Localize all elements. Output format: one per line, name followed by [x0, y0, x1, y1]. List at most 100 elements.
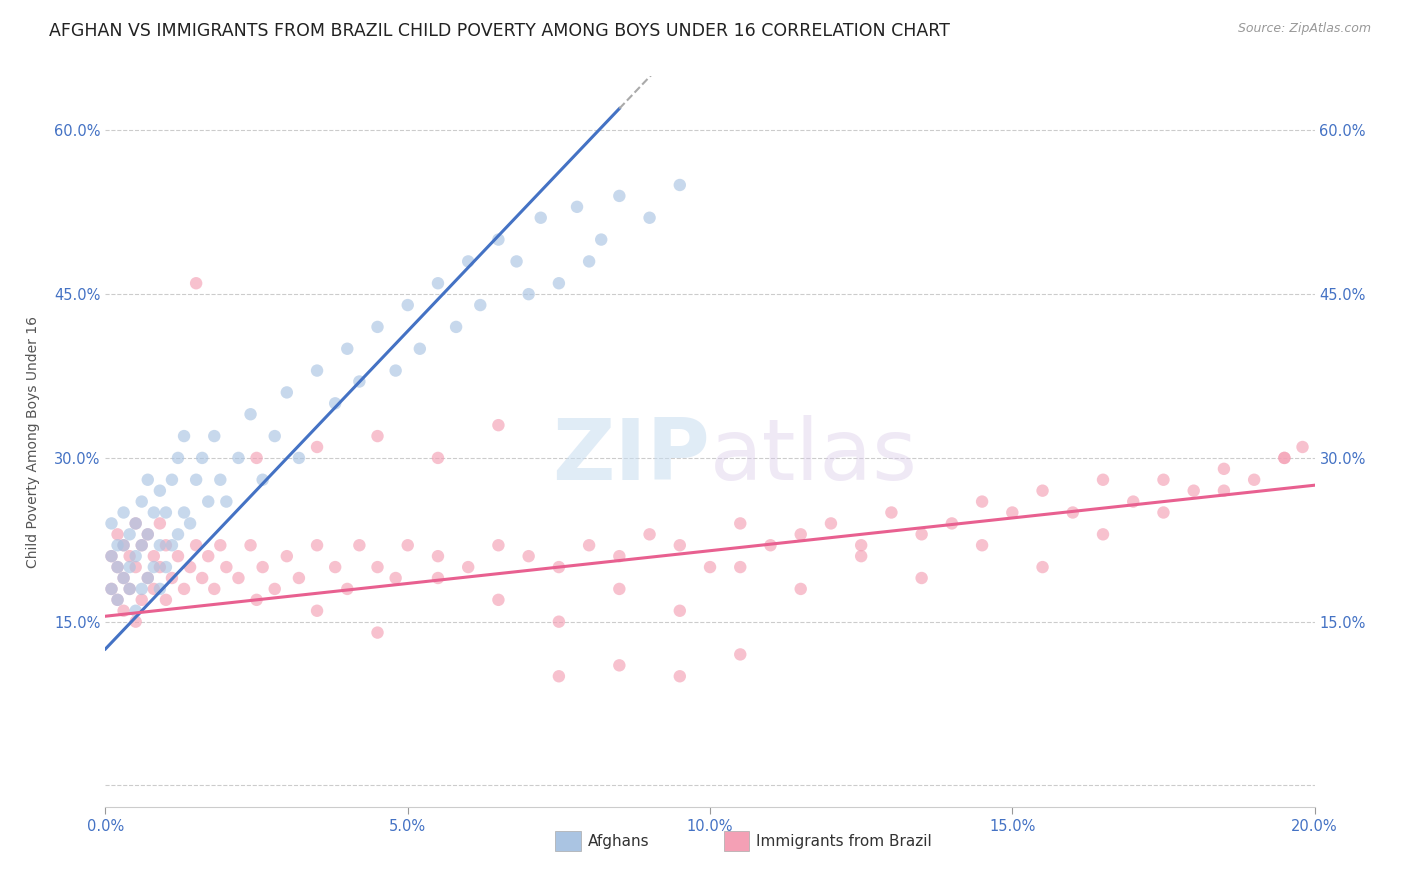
Point [167, 527, 190, 541]
Point [136, 527, 159, 541]
Point [239, 407, 262, 421]
Point [307, 440, 329, 454]
Point [970, 538, 993, 552]
Point [118, 527, 141, 541]
Point [160, 473, 183, 487]
Point [167, 450, 190, 465]
Text: atlas: atlas [710, 415, 918, 498]
Point [131, 494, 153, 508]
Point [941, 516, 963, 531]
Point [1092, 527, 1115, 541]
Point [136, 571, 159, 585]
Point [470, 298, 492, 312]
Text: Afghans: Afghans [588, 834, 650, 848]
Point [118, 549, 141, 564]
Point [202, 429, 225, 443]
Point [488, 538, 510, 552]
Point [239, 538, 262, 552]
Point [155, 506, 177, 520]
Point [548, 560, 571, 574]
Point [142, 582, 165, 596]
Point [263, 582, 285, 596]
Point [246, 592, 269, 607]
Point [186, 277, 208, 291]
Point [179, 560, 201, 574]
Point [349, 375, 371, 389]
Point [307, 363, 329, 377]
Point [730, 560, 752, 574]
Point [790, 582, 813, 596]
Point [100, 516, 122, 531]
Point [167, 549, 190, 564]
Point [349, 538, 371, 552]
Point [1032, 560, 1054, 574]
Point [263, 429, 285, 443]
Point [149, 483, 172, 498]
Point [1182, 483, 1205, 498]
Point [669, 604, 692, 618]
Point [1274, 450, 1296, 465]
Point [591, 233, 613, 247]
Point [131, 582, 153, 596]
Point [530, 211, 553, 225]
Point [488, 592, 510, 607]
Point [669, 669, 692, 683]
Text: ZIP: ZIP [553, 415, 710, 498]
Point [107, 560, 129, 574]
Point [565, 200, 588, 214]
Point [323, 560, 346, 574]
Point [107, 592, 129, 607]
Point [131, 538, 153, 552]
Point [444, 319, 467, 334]
Point [142, 506, 165, 520]
Point [609, 658, 631, 673]
Point [136, 527, 159, 541]
Point [246, 450, 269, 465]
Point [252, 473, 274, 487]
Point [124, 560, 148, 574]
Point [849, 538, 872, 552]
Point [1062, 506, 1084, 520]
Point [911, 571, 934, 585]
Point [517, 287, 540, 301]
Point [288, 571, 311, 585]
Point [228, 450, 250, 465]
Point [107, 560, 129, 574]
Text: Immigrants from Brazil: Immigrants from Brazil [756, 834, 932, 848]
Point [730, 516, 752, 531]
Point [160, 538, 183, 552]
Point [118, 582, 141, 596]
Point [155, 560, 177, 574]
Point [609, 582, 631, 596]
Point [276, 385, 298, 400]
Y-axis label: Child Poverty Among Boys Under 16: Child Poverty Among Boys Under 16 [27, 316, 41, 567]
Point [970, 494, 993, 508]
Point [107, 538, 129, 552]
Point [505, 254, 527, 268]
Point [323, 396, 346, 410]
Point [457, 254, 479, 268]
Point [366, 429, 388, 443]
Point [638, 527, 661, 541]
Point [131, 592, 153, 607]
Point [124, 549, 148, 564]
Point [149, 560, 172, 574]
Point [155, 592, 177, 607]
Point [396, 538, 419, 552]
Point [578, 538, 600, 552]
Point [112, 571, 135, 585]
Point [396, 298, 419, 312]
Point [186, 473, 208, 487]
Point [669, 538, 692, 552]
Point [548, 277, 571, 291]
Point [118, 560, 141, 574]
Point [252, 560, 274, 574]
Point [209, 473, 232, 487]
Point [173, 429, 195, 443]
Point [209, 538, 232, 552]
Text: Source: ZipAtlas.com: Source: ZipAtlas.com [1237, 22, 1371, 36]
Point [911, 527, 934, 541]
Point [288, 450, 311, 465]
Point [548, 669, 571, 683]
Point [100, 582, 122, 596]
